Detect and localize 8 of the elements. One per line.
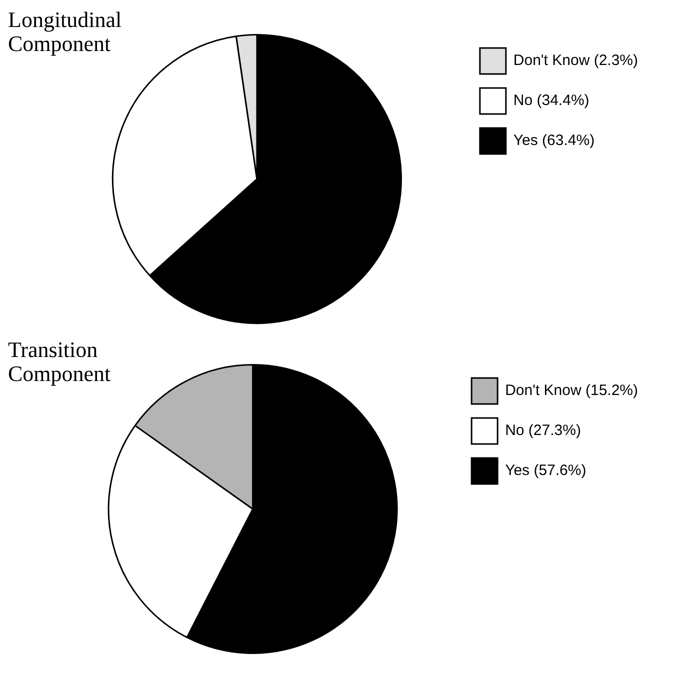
chart-title: Transition Component — [8, 337, 112, 386]
legend-label: No (34.4%) — [513, 92, 590, 110]
legend-label: Yes (63.4%) — [513, 132, 595, 150]
legend-label: No (27.3%) — [505, 422, 581, 440]
legend-label: Yes (57.6%) — [505, 462, 586, 480]
chart-title: Longitudinal Component — [8, 7, 123, 56]
legend-label: Don't Know (15.2%) — [505, 382, 638, 400]
legend-label: Don't Know (2.3%) — [513, 52, 638, 70]
